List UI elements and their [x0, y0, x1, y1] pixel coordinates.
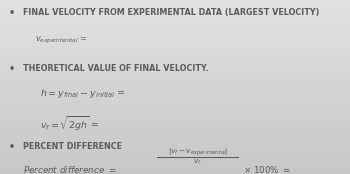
Text: PERCENT DIFFERENCE: PERCENT DIFFERENCE [23, 142, 122, 151]
Text: $v_f = \sqrt{2gh}$ =: $v_f = \sqrt{2gh}$ = [40, 114, 99, 133]
Text: $Percent\ difference\ =$: $Percent\ difference\ =$ [23, 164, 116, 174]
Text: FINAL VELOCITY FROM EXPERIMENTAL DATA (LARGEST VELOCITY): FINAL VELOCITY FROM EXPERIMENTAL DATA (L… [23, 8, 319, 17]
Text: $\times\ 100\%\ =$: $\times\ 100\%\ =$ [243, 164, 292, 174]
Text: •: • [9, 8, 15, 18]
Text: $v_{experimental}$ =: $v_{experimental}$ = [35, 35, 88, 46]
Text: THEORETICAL VALUE OF FINAL VELOCITY.: THEORETICAL VALUE OF FINAL VELOCITY. [23, 64, 208, 73]
Text: $h = y_{final} - y_{initial}$ =: $h = y_{final} - y_{initial}$ = [40, 87, 126, 100]
Text: $v_f$: $v_f$ [193, 157, 202, 167]
Text: •: • [9, 64, 15, 73]
Text: •: • [9, 142, 15, 152]
Text: $|v_f - v_{experimental}|$: $|v_f - v_{experimental}|$ [168, 147, 228, 159]
